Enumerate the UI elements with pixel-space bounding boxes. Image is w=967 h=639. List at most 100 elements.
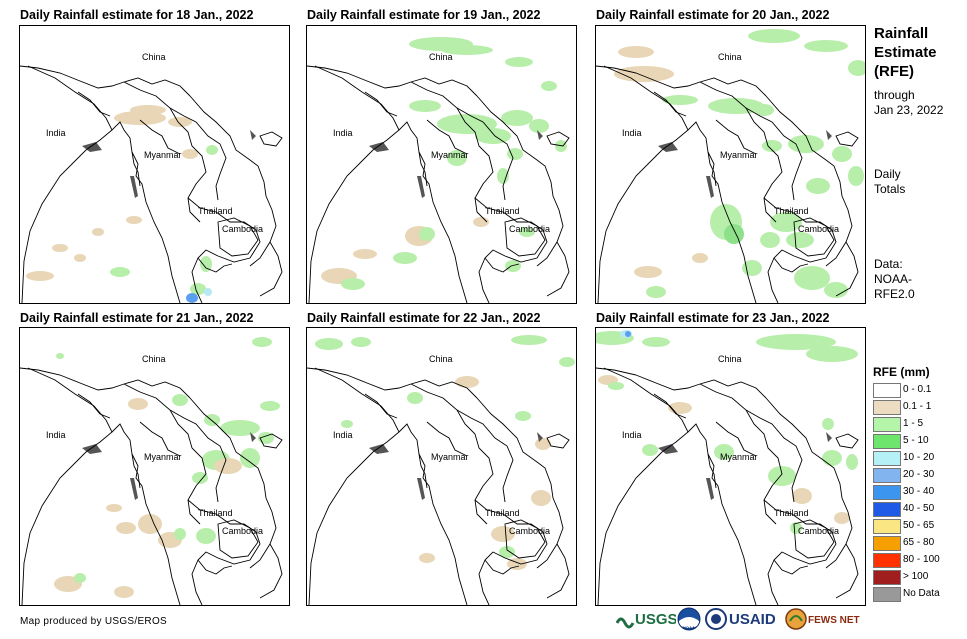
rainfall-area [788,135,824,153]
country-border [169,409,227,503]
country-label-china: China [429,354,453,364]
rainfall-area [541,81,557,91]
rainfall-area [200,256,212,272]
rainfall-area [848,166,864,186]
svg-text:USAID: USAID [729,611,776,628]
water-body [417,176,425,198]
rainfall-area [531,490,551,506]
rainfall-area [724,224,744,244]
country-border [715,421,757,457]
rainfall-area [126,216,142,224]
legend-class-label: 50 - 65 [903,520,935,531]
rainfall-area [792,488,812,504]
rainfall-area [475,128,511,144]
rainfall-area [138,514,162,534]
country-border [187,499,261,605]
rainfall-area [491,526,515,542]
country-border [307,367,478,399]
rainfall-area [614,66,674,82]
map-panel-21: China India Myanmar Thailand Cambodia [19,327,290,606]
country-border [426,119,468,155]
rainfall-area [692,253,708,263]
rainfall-area [511,335,547,345]
country-border [763,197,837,303]
rainfall-area [754,104,774,116]
country-label-thailand: Thailand [198,508,233,518]
country-label-china: China [718,52,742,62]
country-border [418,151,468,303]
rainfall-area [499,546,515,558]
country-label-cambodia: Cambodia [798,224,840,234]
legend-swatch [873,502,901,517]
country-border [546,131,570,147]
country-border [835,131,859,147]
legend-swatch [873,417,901,432]
rainfall-area [196,528,216,544]
panel-title-22: Daily Rainfall estimate for 22 Jan., 202… [307,311,541,325]
rainfall-area [846,454,858,470]
rainfall-area [74,573,86,583]
map-svg [307,37,570,303]
country-border [426,421,468,457]
country-label-china: China [718,354,742,364]
country-label-myanmar: Myanmar [144,150,182,160]
country-border [546,543,570,599]
rainfall-area [351,337,371,347]
rainfall-area [192,472,208,484]
country-label-cambodia: Cambodia [509,526,551,536]
rainfall-area [634,266,662,278]
country-border [707,151,757,303]
legend-class-label: No Data [903,588,940,599]
legend-swatch [873,519,901,534]
country-border [546,433,570,449]
country-border [474,197,548,303]
rainfall-area [806,346,858,362]
legend-class-label: 20 - 30 [903,469,935,480]
panel-title-20: Daily Rainfall estimate for 20 Jan., 202… [596,8,830,22]
legend-class-label: 40 - 50 [903,503,935,514]
rainfall-area [407,392,423,404]
panel-title-23: Daily Rainfall estimate for 23 Jan., 202… [596,311,830,325]
rainfall-area [768,466,796,486]
rainfall-area [130,105,166,115]
rainfall-area [252,337,272,347]
water-body [706,176,714,198]
country-label-myanmar: Myanmar [431,452,469,462]
country-label-india: India [46,430,66,440]
rainfall-area [419,553,435,563]
country-border [259,433,283,449]
rainfall-area [260,401,280,411]
country-border [773,559,809,575]
rainfall-area [92,228,104,236]
rainfall-area [756,334,836,350]
country-border [187,197,261,303]
legend-data-source: Data: NOAA- RFE2.0 [874,257,915,301]
map-panel-22: China India Myanmar Thailand Cambodia [306,327,577,606]
rainfall-area [804,40,848,52]
map-svg [20,337,283,605]
legend-swatch [873,570,901,585]
rainfall-area [501,110,533,126]
rainfall-area [848,60,865,76]
rainfall-area [822,450,842,466]
rainfall-area [106,504,122,512]
country-label-cambodia: Cambodia [222,526,264,536]
rainfall-area [642,337,670,347]
legend-swatch [873,587,901,602]
rainfall-area [52,244,68,252]
country-border [197,559,233,575]
noaa-logo: NOAA [677,607,701,636]
country-border [765,95,853,267]
country-border [217,519,259,559]
country-label-india: India [46,128,66,138]
country-label-china: China [142,52,166,62]
rainfall-area [110,267,130,277]
country-border [21,65,113,303]
country-border [456,409,514,503]
rainfall-area [559,357,575,367]
map-credit: Map produced by USGS/EROS [20,616,168,627]
country-border [476,95,564,267]
country-border [745,107,803,201]
country-label-thailand: Thailand [198,206,233,216]
country-border [765,397,853,569]
